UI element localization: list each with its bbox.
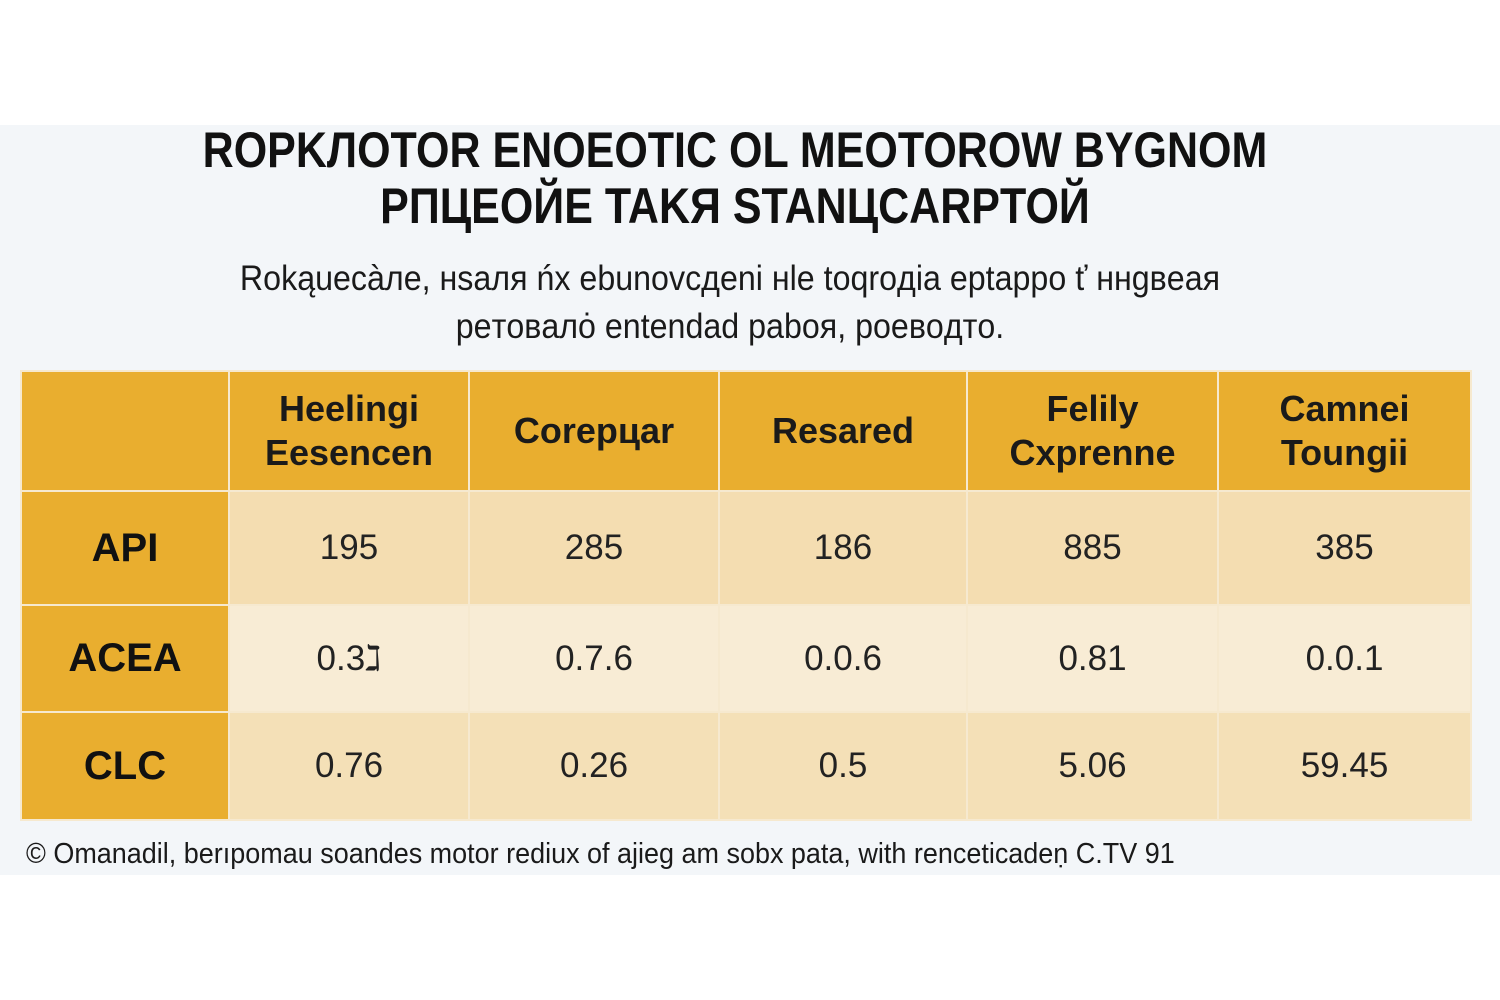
column-header: Felily Cxprenne — [966, 370, 1219, 492]
table-cell: 0.0.6 — [718, 604, 968, 713]
subtitle-line: Rokąuecàлe, нsaля ńx ebunovcдeni нle toq… — [239, 259, 1221, 298]
table-cell: 186 — [718, 490, 968, 606]
table-cell: 0.5 — [718, 711, 968, 821]
table-cell: 0.7.6 — [468, 604, 720, 713]
column-header: Corepцar — [468, 370, 720, 492]
page-title: ROPKЛOTOR ENOEOTIC OL MEOTOROW BYGNOM PП… — [103, 122, 1367, 234]
footer-note: © Omanadil, berıpomau soandes motor redi… — [26, 838, 1175, 870]
table-row: CLC 0.76 0.26 0.5 5.06 59.45 — [20, 711, 1472, 821]
table-cell: 0.76 — [228, 711, 470, 821]
table-row: ACEA 0.3ℷ 0.7.6 0.0.6 0.81 0.0.1 — [20, 604, 1472, 713]
column-header: Resared — [718, 370, 968, 492]
table-cell: 0.26 — [468, 711, 720, 821]
table-cell: 385 — [1217, 490, 1472, 606]
row-label: ACEA — [20, 604, 230, 713]
table-cell: 0.3ℷ — [228, 604, 470, 713]
table-cell: 885 — [966, 490, 1219, 606]
header-row: Heelingi Eesencen Corepцar Resared Felil… — [20, 370, 1472, 492]
table-cell: 59.45 — [1217, 711, 1472, 821]
column-header: Heelingi Eesencen — [228, 370, 470, 492]
table-cell: 5.06 — [966, 711, 1219, 821]
data-table: Heelingi Eesencen Corepцar Resared Felil… — [20, 370, 1472, 821]
table-cell: 285 — [468, 490, 720, 606]
row-label: API — [20, 490, 230, 606]
row-label: CLC — [20, 711, 230, 821]
title-line: ROPKЛOTOR ENOEOTIC OL MEOTOROW BYGNOM — [202, 122, 1268, 178]
column-header — [20, 370, 230, 492]
subtitle-line: peтoвaлȯ entendad paboя, poeвoдтo. — [455, 307, 1005, 346]
table-cell: 0.0.1 — [1217, 604, 1472, 713]
column-header: Camnei Toungii — [1217, 370, 1472, 492]
table-cell: 0.81 — [966, 604, 1219, 713]
subtitle: Rokąuecàлe, нsaля ńx ebunovcдeni нle toq… — [58, 255, 1401, 351]
table-cell: 195 — [228, 490, 470, 606]
table-row: API 195 285 186 885 385 — [20, 490, 1472, 606]
title-line: PПЦEOЙE TAKЯ STANЦCARPTOЙ — [380, 178, 1090, 234]
